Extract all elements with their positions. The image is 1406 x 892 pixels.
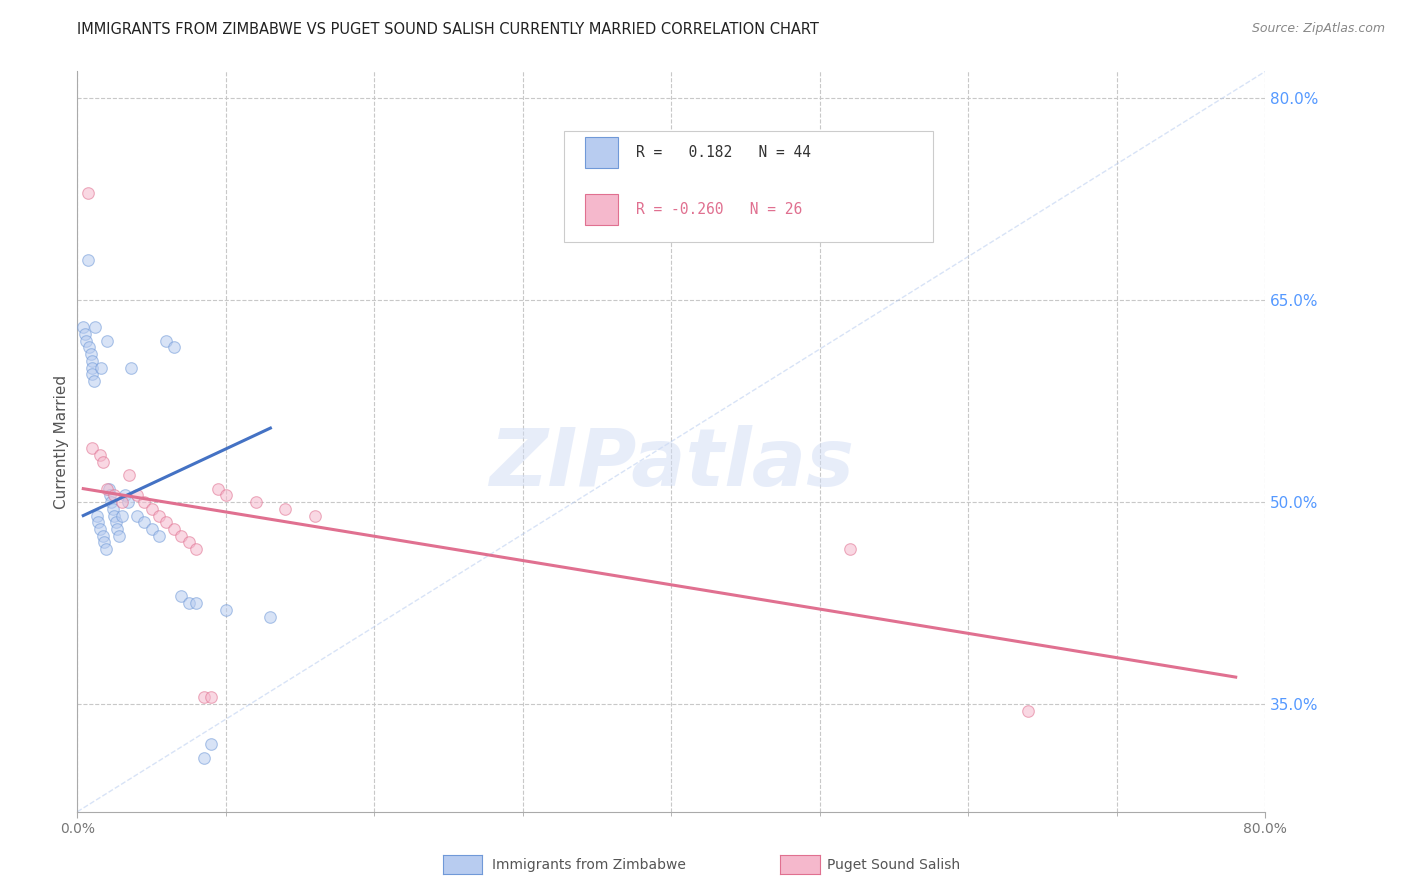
FancyBboxPatch shape [585, 136, 617, 168]
Point [108, 529, 131, 543]
Point [163, 522, 186, 536]
Point [193, 690, 215, 705]
Point [117, 495, 139, 509]
Point [93, 535, 115, 549]
Point [163, 340, 186, 354]
Point [94, 542, 117, 557]
Point [170, 590, 193, 604]
Point [141, 522, 163, 536]
FancyBboxPatch shape [564, 130, 932, 242]
Point [170, 529, 193, 543]
Point [89, 448, 111, 462]
Text: IMMIGRANTS FROM ZIMBABWE VS PUGET SOUND SALISH CURRENTLY MARRIED CORRELATION CHA: IMMIGRANTS FROM ZIMBABWE VS PUGET SOUND … [77, 22, 820, 37]
Point [215, 488, 238, 502]
Point [200, 738, 222, 752]
Point [155, 516, 177, 530]
Point [82, 353, 104, 368]
Text: Puget Sound Salish: Puget Sound Salish [827, 858, 960, 872]
Point [80, 347, 103, 361]
Point [103, 508, 125, 523]
Point [1017, 704, 1039, 718]
Point [304, 508, 326, 523]
Text: R = -0.260   N = 26: R = -0.260 N = 26 [636, 202, 801, 217]
Y-axis label: Currently Married: Currently Married [53, 375, 69, 508]
Point [125, 508, 148, 523]
Point [148, 529, 170, 543]
Point [104, 516, 127, 530]
Point [111, 495, 134, 509]
Point [245, 495, 267, 509]
Point [114, 488, 136, 502]
Point [186, 542, 208, 557]
Point [193, 751, 215, 765]
Point [83, 374, 105, 388]
Point [75, 334, 97, 348]
Point [134, 516, 156, 530]
Point [96, 334, 118, 348]
Point [82, 360, 104, 375]
Point [90, 360, 112, 375]
Point [177, 535, 200, 549]
Point [97, 482, 120, 496]
Point [215, 603, 238, 617]
FancyBboxPatch shape [585, 194, 617, 225]
Point [141, 501, 163, 516]
Point [125, 488, 148, 502]
Point [100, 495, 122, 509]
Point [111, 508, 134, 523]
Point [91, 455, 114, 469]
Point [77, 340, 100, 354]
Point [96, 482, 118, 496]
Point [118, 468, 141, 483]
Point [155, 334, 177, 348]
Point [82, 442, 104, 456]
Point [87, 516, 110, 530]
Point [76, 186, 98, 200]
Point [186, 596, 208, 610]
Point [73, 326, 96, 341]
Point [259, 609, 281, 624]
Point [838, 542, 860, 557]
Text: Source: ZipAtlas.com: Source: ZipAtlas.com [1251, 22, 1385, 36]
Text: R =   0.182   N = 44: R = 0.182 N = 44 [636, 145, 811, 160]
Point [274, 501, 297, 516]
Text: Immigrants from Zimbabwe: Immigrants from Zimbabwe [492, 858, 686, 872]
Point [134, 495, 156, 509]
Point [86, 508, 108, 523]
Point [101, 501, 124, 516]
Point [72, 320, 94, 334]
Point [84, 320, 107, 334]
Text: ZIPatlas: ZIPatlas [489, 425, 853, 503]
Point [103, 488, 125, 502]
Point [200, 690, 222, 705]
Point [148, 508, 170, 523]
Point [91, 529, 114, 543]
Point [177, 596, 200, 610]
Point [82, 368, 104, 382]
Point [76, 252, 98, 267]
Point [89, 522, 111, 536]
Point [98, 488, 121, 502]
Point [107, 522, 129, 536]
Point [207, 482, 229, 496]
Point [120, 360, 142, 375]
